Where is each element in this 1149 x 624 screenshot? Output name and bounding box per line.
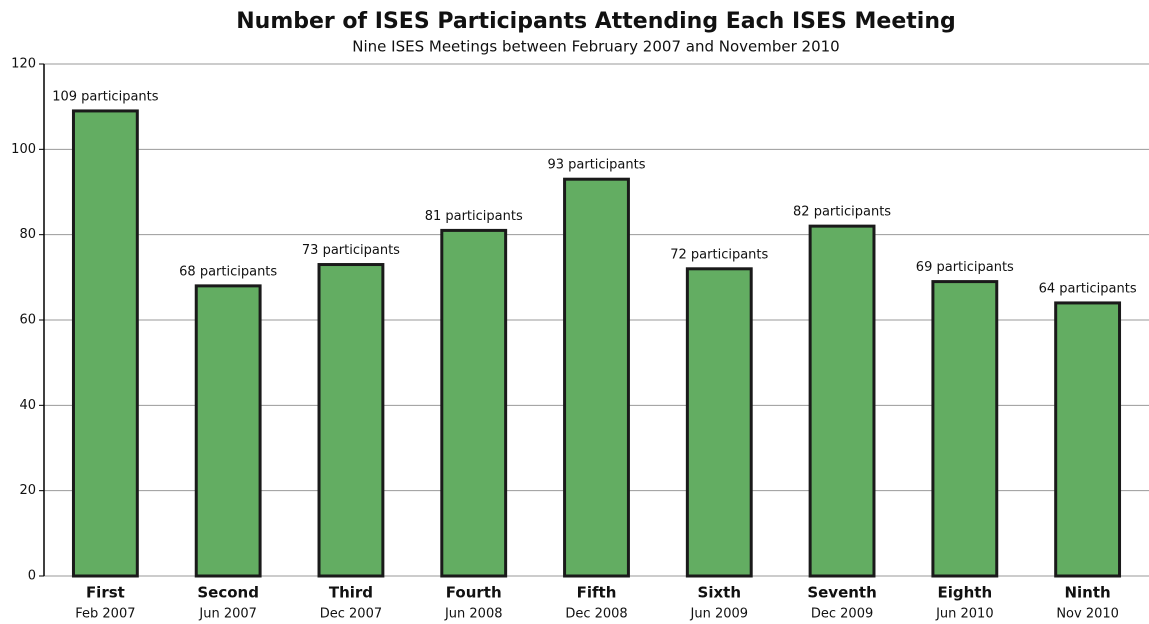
y-tick-label: 100 <box>11 142 36 157</box>
bar <box>931 280 999 578</box>
x-tick-label: Eighth <box>938 584 993 602</box>
x-tick-sublabel: Nov 2010 <box>1056 607 1119 622</box>
x-tick-label: Ninth <box>1064 584 1110 602</box>
value-label: 93 participants <box>547 158 645 173</box>
x-tick-sublabel: Dec 2007 <box>320 607 382 622</box>
chart-subtitle: Nine ISES Meetings between February 2007… <box>352 38 839 56</box>
x-tick-label: First <box>86 584 125 602</box>
value-label: 69 participants <box>916 260 1014 275</box>
x-tick-sublabel: Jun 2008 <box>444 607 503 622</box>
x-tick-label: Fifth <box>577 584 617 602</box>
x-tick-sublabel: Jun 2009 <box>690 607 749 622</box>
x-tick-label: Second <box>197 584 259 602</box>
y-tick-label: 120 <box>11 57 36 72</box>
x-tick-sublabel: Jun 2010 <box>935 607 994 622</box>
x-tick-sublabel: Feb 2007 <box>75 607 135 622</box>
bar <box>194 284 262 578</box>
value-label: 72 participants <box>670 247 768 262</box>
y-tick-label: 0 <box>28 569 36 584</box>
bar <box>808 224 876 578</box>
value-label: 82 participants <box>793 205 891 220</box>
x-tick-label: Fourth <box>446 584 502 602</box>
x-tick-label: Sixth <box>698 584 741 602</box>
y-tick-label: 40 <box>19 398 36 413</box>
y-tick-label: 60 <box>19 313 36 328</box>
x-tick-sublabel: Dec 2008 <box>565 607 627 622</box>
value-label: 64 participants <box>1039 281 1137 296</box>
y-tick-label: 20 <box>19 483 36 498</box>
bar <box>1054 301 1122 578</box>
bar <box>440 228 508 578</box>
value-label: 73 participants <box>302 243 400 258</box>
bar <box>71 109 139 578</box>
value-label: 109 participants <box>52 89 159 104</box>
x-tick-label: Seventh <box>807 584 876 602</box>
x-tick-sublabel: Dec 2009 <box>811 607 873 622</box>
chart-title: Number of ISES Participants Attending Ea… <box>236 9 955 34</box>
y-tick-label: 80 <box>19 227 36 242</box>
value-label: 68 participants <box>179 264 277 279</box>
value-label: 81 participants <box>425 209 523 224</box>
bar <box>685 267 753 578</box>
bar <box>563 177 630 578</box>
x-tick-sublabel: Jun 2007 <box>198 607 257 622</box>
bar <box>317 263 385 578</box>
x-tick-label: Third <box>329 584 373 602</box>
